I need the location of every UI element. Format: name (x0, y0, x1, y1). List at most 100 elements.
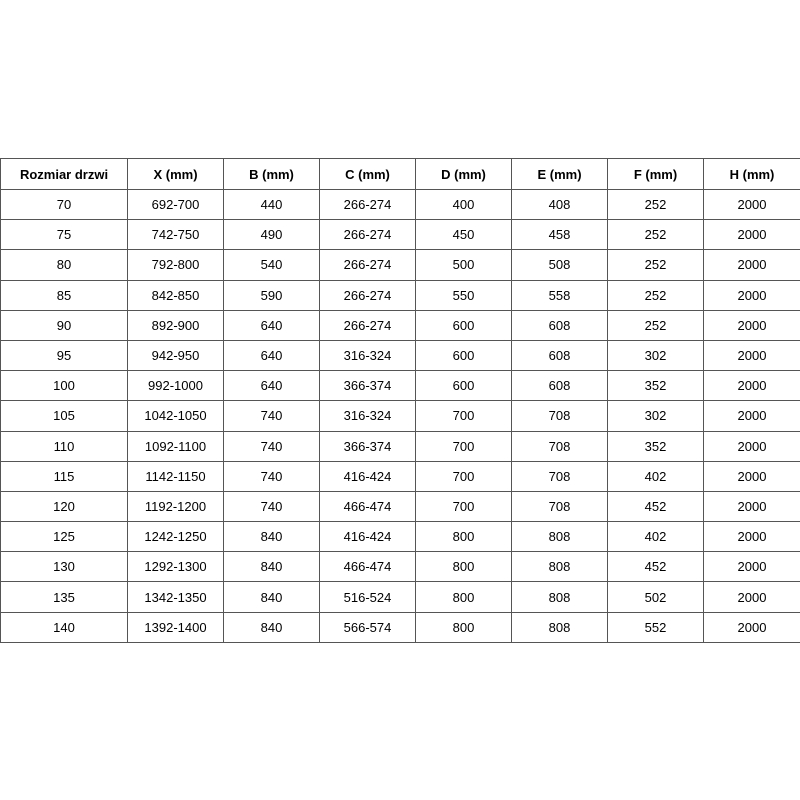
table-cell: 266-274 (319, 249, 416, 281)
table-cell: 400 (415, 188, 512, 221)
table-cell: 302 (607, 339, 704, 372)
table-cell: 808 (511, 611, 608, 643)
table-cell: 2000 (703, 460, 800, 492)
table-cell: 110 (0, 430, 128, 462)
table-cell: 2000 (703, 219, 800, 251)
table-cell: 800 (415, 611, 512, 643)
table-cell: 1092-1100 (127, 430, 224, 462)
column-header: E (mm) (511, 158, 608, 190)
door-size-table: Rozmiar drzwi X (mm) B (mm) C (mm) D (mm) E (… (0, 158, 800, 643)
table-cell: 125 (0, 521, 128, 553)
column-header: H (mm) (703, 158, 800, 190)
table-cell: 408 (511, 188, 608, 221)
table-cell: 742-750 (127, 219, 224, 251)
table-cell: 840 (223, 581, 320, 613)
table-header-row: Rozmiar drzwi X (mm) B (mm) C (mm) D (mm) E (… (0, 158, 800, 190)
table-cell: 352 (607, 430, 704, 462)
table-row: 140 1392-1400 840 566-574 800 808 552 2000 (0, 611, 800, 643)
table-cell: 992-1000 (127, 370, 224, 402)
table-cell: 1142-1150 (127, 460, 224, 492)
table-cell: 2000 (703, 249, 800, 281)
table-cell: 2000 (703, 430, 800, 462)
table-row: 135 1342-1350 840 516-524 800 808 502 2000 (0, 581, 800, 613)
table-cell: 1342-1350 (127, 581, 224, 613)
table-row: 90 892-900 640 266-274 600 608 252 2000 (0, 309, 800, 341)
table-cell: 2000 (703, 400, 800, 432)
table-cell: 600 (415, 339, 512, 372)
table-cell: 252 (607, 188, 704, 221)
table-cell: 540 (223, 249, 320, 281)
table-row: 95 942-950 640 316-324 600 608 302 2000 (0, 339, 800, 372)
table-cell: 316-324 (319, 339, 416, 372)
table-row: 70 692-700 440 266-274 400 408 252 2000 (0, 188, 800, 221)
table-cell: 800 (415, 521, 512, 553)
table-cell: 2000 (703, 581, 800, 613)
table-cell: 700 (415, 400, 512, 432)
table-cell: 708 (511, 490, 608, 523)
table-cell: 450 (415, 219, 512, 251)
table-cell: 302 (607, 400, 704, 432)
table-cell: 700 (415, 430, 512, 462)
table-cell: 452 (607, 551, 704, 583)
column-header: F (mm) (607, 158, 704, 190)
table-cell: 440 (223, 188, 320, 221)
table-cell: 1192-1200 (127, 490, 224, 523)
table-cell: 502 (607, 581, 704, 613)
table-cell: 80 (0, 249, 128, 281)
table-cell: 2000 (703, 370, 800, 402)
table-row: 130 1292-1300 840 466-474 800 808 452 2000 (0, 551, 800, 583)
table-cell: 640 (223, 339, 320, 372)
table-cell: 120 (0, 490, 128, 523)
table-cell: 252 (607, 309, 704, 341)
table-cell: 115 (0, 460, 128, 492)
column-header: C (mm) (319, 158, 416, 190)
table-cell: 708 (511, 400, 608, 432)
table-cell: 2000 (703, 521, 800, 553)
table-cell: 266-274 (319, 309, 416, 341)
table-cell: 352 (607, 370, 704, 402)
table-row: 120 1192-1200 740 466-474 700 708 452 2000 (0, 490, 800, 523)
table-cell: 640 (223, 370, 320, 402)
table-cell: 808 (511, 581, 608, 613)
table-cell: 1242-1250 (127, 521, 224, 553)
table-cell: 2000 (703, 551, 800, 583)
table-cell: 2000 (703, 339, 800, 372)
table-row: 115 1142-1150 740 416-424 700 708 402 2000 (0, 460, 800, 492)
table-row: 85 842-850 590 266-274 550 558 252 2000 (0, 279, 800, 311)
table-cell: 135 (0, 581, 128, 613)
table-cell: 366-374 (319, 430, 416, 462)
table-cell: 252 (607, 279, 704, 311)
table-cell: 700 (415, 460, 512, 492)
table-cell: 466-474 (319, 551, 416, 583)
table-cell: 2000 (703, 279, 800, 311)
column-header: Rozmiar drzwi (0, 158, 128, 190)
table-cell: 600 (415, 370, 512, 402)
table-cell: 2000 (703, 611, 800, 643)
table-cell: 740 (223, 490, 320, 523)
table-cell: 708 (511, 460, 608, 492)
table-cell: 452 (607, 490, 704, 523)
table-cell: 105 (0, 400, 128, 432)
table-cell: 316-324 (319, 400, 416, 432)
table-cell: 600 (415, 309, 512, 341)
table-cell: 840 (223, 611, 320, 643)
table-cell: 608 (511, 370, 608, 402)
table-cell: 416-424 (319, 460, 416, 492)
table-cell: 892-900 (127, 309, 224, 341)
table-cell: 566-574 (319, 611, 416, 643)
table-cell: 800 (415, 551, 512, 583)
table-row: 110 1092-1100 740 366-374 700 708 352 2000 (0, 430, 800, 462)
table-cell: 130 (0, 551, 128, 583)
table-row: 80 792-800 540 266-274 500 508 252 2000 (0, 249, 800, 281)
table-cell: 402 (607, 460, 704, 492)
column-header: B (mm) (223, 158, 320, 190)
table-cell: 708 (511, 430, 608, 462)
column-header: D (mm) (415, 158, 512, 190)
table-row: 100 992-1000 640 366-374 600 608 352 2000 (0, 370, 800, 402)
table-cell: 252 (607, 219, 704, 251)
table-cell: 792-800 (127, 249, 224, 281)
table-row: 105 1042-1050 740 316-324 700 708 302 2000 (0, 400, 800, 432)
table-cell: 2000 (703, 309, 800, 341)
table-cell: 500 (415, 249, 512, 281)
table-cell: 1292-1300 (127, 551, 224, 583)
